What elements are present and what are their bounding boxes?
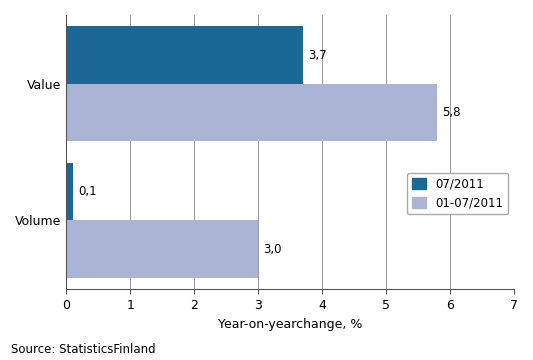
Text: 5,8: 5,8: [442, 106, 461, 119]
Text: Source: StatisticsFinland: Source: StatisticsFinland: [11, 343, 155, 356]
Text: 3,7: 3,7: [308, 49, 327, 62]
Text: 0,1: 0,1: [78, 185, 96, 198]
X-axis label: Year-on-yearchange, %: Year-on-yearchange, %: [218, 318, 362, 330]
Bar: [66, 163, 72, 220]
Bar: [66, 220, 258, 278]
Text: 3,0: 3,0: [263, 243, 282, 256]
Bar: [66, 27, 303, 84]
Bar: [66, 84, 437, 141]
Legend: 07/2011, 01-07/2011: 07/2011, 01-07/2011: [407, 173, 508, 214]
